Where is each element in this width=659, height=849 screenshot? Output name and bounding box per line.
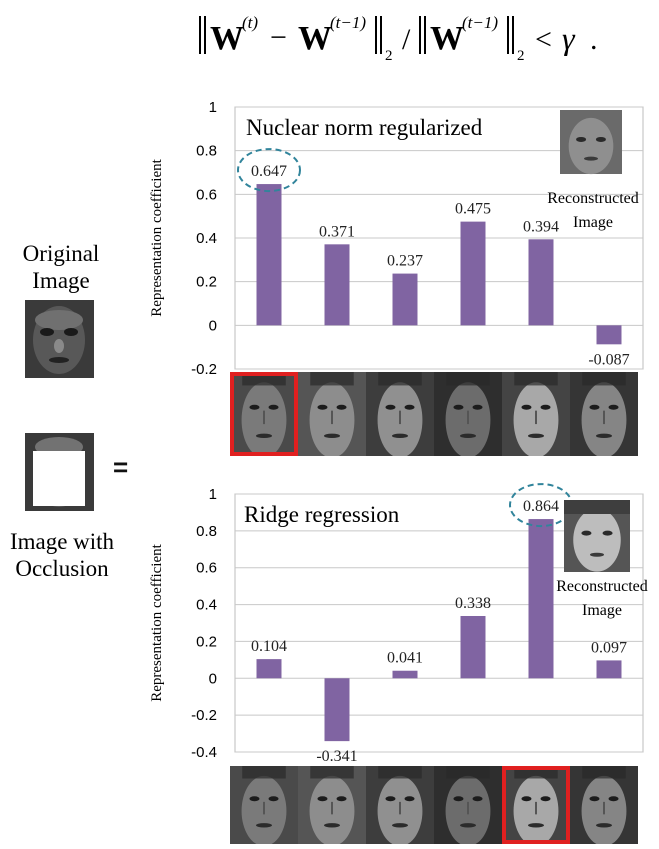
chart-title: Ridge regression — [244, 502, 400, 527]
data-label: 0.864 — [523, 498, 559, 515]
data-label: 0.371 — [319, 223, 355, 240]
bar — [460, 221, 486, 326]
bar — [392, 273, 418, 326]
training-face-image — [230, 372, 298, 458]
training-face-image — [298, 372, 366, 458]
bar — [256, 184, 282, 326]
occluded-face-image — [25, 433, 94, 511]
data-label: -0.341 — [316, 748, 357, 765]
data-label: 0.475 — [455, 201, 491, 218]
y-tick-label: -0.2 — [191, 361, 217, 375]
y-tick-label: 0.2 — [196, 633, 217, 650]
y-tick-label: 0.8 — [196, 143, 217, 160]
bar — [256, 659, 282, 679]
bar — [392, 670, 418, 679]
training-face-image — [570, 766, 638, 847]
y-tick-label: 0.6 — [196, 186, 217, 203]
ridge-regression-chart: 1 0.8 0.6 0.4 0.2 0 -0.2 -0.4 Representation coe… — [149, 483, 648, 765]
reconstructed-label-line2: Image — [573, 214, 613, 231]
chart-title: Nuclear norm regularized — [246, 115, 483, 140]
bar — [596, 325, 622, 345]
reconstructed-face-image — [560, 110, 622, 175]
equals-sign: = — [113, 452, 129, 482]
formula-W3: W — [430, 20, 464, 57]
data-label: 0.104 — [251, 638, 287, 655]
bar — [324, 678, 350, 742]
y-tick-label: 0 — [209, 670, 217, 687]
reconstructed-label-line2: Image — [582, 602, 622, 619]
original-label-line1: Original — [22, 241, 100, 266]
training-face-image — [502, 372, 570, 458]
training-faces-row-nuclear — [230, 372, 638, 458]
y-axis-label: Representation coefficient — [149, 158, 165, 316]
bar — [596, 660, 622, 679]
formula-period: . — [590, 23, 598, 56]
training-face-image — [230, 766, 298, 847]
training-face-image — [298, 766, 366, 847]
selected-face-box — [230, 372, 298, 456]
formula-sup-t: (t) — [242, 13, 258, 32]
training-face-image — [434, 766, 502, 847]
y-tick-label: 1 — [209, 99, 217, 116]
training-face-image — [502, 766, 570, 847]
formula-W2: W — [298, 20, 332, 57]
bar — [528, 519, 554, 679]
data-label: -0.087 — [588, 351, 629, 368]
highlight-circle — [237, 148, 301, 193]
data-label: 0.394 — [523, 218, 559, 235]
y-axis-label: Representation coefficient — [149, 543, 165, 701]
reconstructed-label-line1: Reconstructed — [547, 190, 639, 207]
data-label: 0.041 — [387, 650, 423, 667]
data-label: 0.647 — [251, 163, 287, 180]
y-tick-label: 0.4 — [196, 597, 217, 614]
original-face-image — [25, 300, 94, 378]
y-tick-label: 0.2 — [196, 274, 217, 291]
data-label: 0.237 — [387, 253, 423, 270]
y-tick-label: -0.2 — [191, 707, 217, 724]
convergence-formula: W (t) − W (t−1) 2 / W (t−1) 2 < γ . — [199, 13, 598, 64]
data-label: 0.097 — [591, 639, 627, 656]
reconstructed-label-line1: Reconstructed — [556, 578, 648, 595]
training-faces-row-ridge — [230, 766, 638, 847]
training-face-image — [366, 766, 434, 847]
nuclear-norm-chart: 1 0.8 0.6 0.4 0.2 0 -0.2 Representation coeffic… — [149, 99, 644, 375]
occlusion-image-label: Image with Occlusion — [0, 528, 124, 582]
bar — [528, 239, 554, 326]
original-image-label: Original Image — [2, 240, 120, 294]
bar — [460, 615, 486, 679]
formula-slash: / — [402, 23, 411, 56]
formula-minus: − — [270, 21, 287, 54]
training-face-image — [434, 372, 502, 458]
training-face-image — [570, 372, 638, 458]
formula-W1: W — [210, 20, 244, 57]
y-tick-label: 0.6 — [196, 560, 217, 577]
occlusion-label-line1: Image with — [9, 529, 115, 554]
y-tick-label: -0.4 — [191, 744, 217, 761]
y-tick-label: 1 — [209, 486, 217, 503]
formula-sup-t1b: (t−1) — [462, 13, 498, 32]
occlusion-label-line2: Occlusion — [15, 556, 109, 581]
formula-sup-t1: (t−1) — [330, 13, 366, 32]
formula-gamma: γ — [562, 20, 576, 56]
data-label: 0.338 — [455, 595, 491, 612]
formula-sub-2b: 2 — [517, 48, 525, 64]
training-face-image — [366, 372, 434, 458]
selected-face-box — [502, 766, 570, 844]
original-label-line2: Image — [32, 268, 90, 293]
formula-lt: < — [535, 23, 552, 56]
y-tick-label: 0.8 — [196, 523, 217, 540]
y-tick-label: 0 — [209, 317, 217, 334]
bar — [324, 244, 350, 326]
reconstructed-face-image — [564, 500, 630, 572]
formula-sub-2a: 2 — [385, 48, 393, 64]
y-tick-label: 0.4 — [196, 230, 217, 247]
